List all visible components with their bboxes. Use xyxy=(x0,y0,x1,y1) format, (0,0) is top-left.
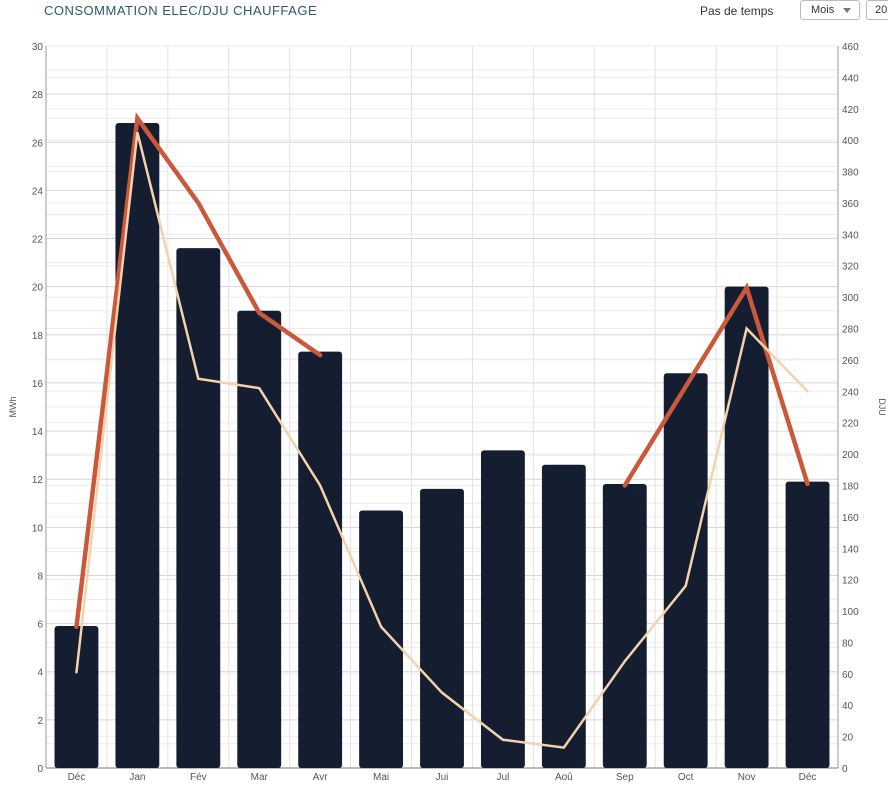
y2-tick-label: 240 xyxy=(842,387,859,398)
y-tick-label: 0 xyxy=(37,764,43,775)
y2-tick-label: 260 xyxy=(842,356,859,367)
y2-tick-label: 420 xyxy=(842,105,859,116)
bar xyxy=(420,488,464,768)
x-tick-label: Jui xyxy=(436,772,449,783)
y2-tick-label: 220 xyxy=(842,419,859,430)
bar xyxy=(541,464,586,768)
bar xyxy=(724,286,769,768)
bar xyxy=(480,450,525,768)
year-select-value: 20 xyxy=(875,4,888,16)
y2-tick-label: 320 xyxy=(842,262,859,273)
y2-tick-label: 400 xyxy=(842,136,859,147)
bar xyxy=(298,351,343,768)
y-tick-label: 4 xyxy=(37,668,43,679)
y2-tick-label: 340 xyxy=(842,230,859,241)
x-tick-label: Sep xyxy=(616,772,634,783)
y2-tick-label: 60 xyxy=(842,670,854,681)
x-tick-label: Jan xyxy=(129,772,145,783)
y2-tick-label: 360 xyxy=(842,199,859,210)
y2-tick-label: 180 xyxy=(842,481,859,492)
timestep-select[interactable]: Mois xyxy=(800,0,860,20)
bar xyxy=(54,626,99,768)
y-tick-label: 24 xyxy=(32,186,44,197)
chart-title: CONSOMMATION ELEC/DJU CHAUFFAGE xyxy=(44,3,318,18)
bar xyxy=(115,123,160,769)
y2-tick-label: 0 xyxy=(842,764,848,775)
x-tick-label: Fév xyxy=(190,772,207,783)
x-tick-label: Déc xyxy=(799,772,817,783)
x-tick-label: Aoû xyxy=(555,772,573,783)
series-line xyxy=(75,132,809,749)
bar xyxy=(176,248,221,768)
y2-tick-label: 40 xyxy=(842,701,854,712)
y2-tick-label: 300 xyxy=(842,293,859,304)
y-tick-label: 26 xyxy=(32,138,44,149)
series-line xyxy=(74,112,323,629)
y-tick-label: 20 xyxy=(32,283,44,294)
bar xyxy=(785,481,830,768)
bar xyxy=(359,510,404,768)
y2-axis-label: DJU xyxy=(877,398,887,416)
y-tick-label: 8 xyxy=(37,571,43,582)
y2-tick-label: 380 xyxy=(842,168,859,179)
y2-tick-label: 120 xyxy=(842,576,859,587)
bar xyxy=(237,310,282,768)
x-tick-label: Jul xyxy=(497,772,510,783)
year-select[interactable]: 20 xyxy=(866,0,888,20)
x-tick-label: Avr xyxy=(313,772,328,783)
y2-tick-label: 280 xyxy=(842,325,859,336)
y-tick-label: 30 xyxy=(32,42,44,53)
x-tick-label: Nov xyxy=(738,772,756,783)
y-tick-label: 10 xyxy=(32,523,44,534)
y-tick-label: 22 xyxy=(32,235,44,246)
series-line xyxy=(622,282,810,488)
y-tick-label: 6 xyxy=(37,620,43,631)
y2-tick-label: 100 xyxy=(842,607,859,618)
bar xyxy=(663,373,708,768)
x-tick-label: Oct xyxy=(678,772,694,783)
y-tick-label: 18 xyxy=(32,331,44,342)
x-tick-label: Mar xyxy=(251,772,269,783)
y-tick-label: 16 xyxy=(32,379,44,390)
y2-tick-label: 140 xyxy=(842,544,859,555)
timestep-label: Pas de temps xyxy=(700,4,774,18)
y2-tick-label: 160 xyxy=(842,513,859,524)
y-tick-label: 12 xyxy=(32,475,44,486)
y2-tick-label: 460 xyxy=(842,42,859,53)
bar xyxy=(602,484,647,768)
y2-tick-label: 200 xyxy=(842,450,859,461)
x-tick-label: Mai xyxy=(373,772,389,783)
chevron-down-icon xyxy=(843,8,851,13)
y2-tick-label: 440 xyxy=(842,73,859,84)
y2-tick-label: 80 xyxy=(842,638,854,649)
y-tick-label: 28 xyxy=(32,90,44,101)
y-axis-label: MWh xyxy=(8,397,18,418)
y-tick-label: 14 xyxy=(32,427,44,438)
y-tick-label: 2 xyxy=(37,716,43,727)
x-tick-label: Déc xyxy=(68,772,86,783)
y2-tick-label: 20 xyxy=(842,733,854,744)
timestep-select-value: Mois xyxy=(811,4,835,16)
